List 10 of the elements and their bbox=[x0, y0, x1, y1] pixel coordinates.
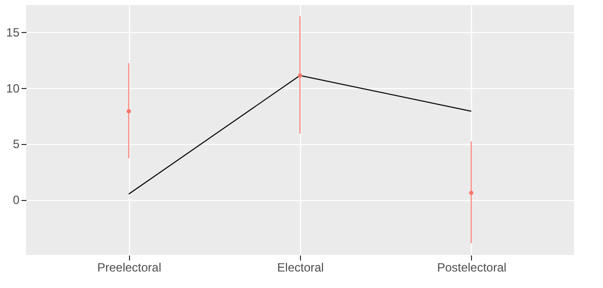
y-tick-label: 5 bbox=[12, 137, 20, 152]
point bbox=[469, 190, 474, 196]
y-tick-label: 10 bbox=[6, 81, 20, 96]
y-tick-label: 0 bbox=[12, 193, 20, 208]
x-tick-label: Electoral bbox=[277, 260, 324, 274]
point bbox=[126, 109, 131, 114]
y-tick-label: 15 bbox=[6, 25, 20, 40]
x-tick-label: Postelectoral bbox=[437, 260, 506, 274]
x-tick-label: Preelectoral bbox=[97, 260, 162, 274]
point bbox=[298, 73, 302, 78]
